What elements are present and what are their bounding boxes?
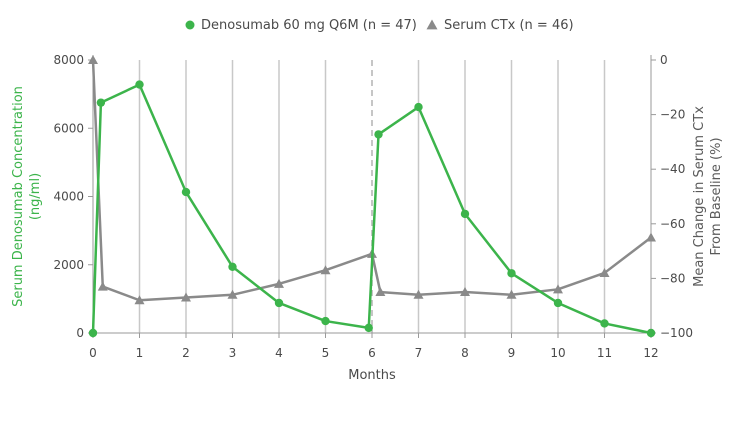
y-axis-left-title-line: Serum Denosumab Concentration bbox=[11, 86, 26, 307]
ctx-point bbox=[460, 287, 470, 297]
denosumab-point bbox=[88, 328, 98, 338]
legend-denosumab-label: Denosumab 60 mg Q6M (n = 47) bbox=[201, 18, 417, 33]
denosumab-point bbox=[507, 269, 516, 278]
denosumab-point bbox=[274, 298, 284, 308]
y-axis-right-title: Mean Change in Serum CTx From Baseline (%… bbox=[692, 106, 724, 287]
x-tick-label: 7 bbox=[415, 346, 423, 360]
legend-ctx-marker bbox=[426, 19, 438, 30]
ctx-point bbox=[134, 295, 145, 305]
y-left-tick-label: 2000 bbox=[53, 258, 84, 272]
y-right-tick-label: −40 bbox=[660, 162, 685, 176]
y-axis-left-title: Serum Denosumab Concentration (ng/ml) bbox=[11, 86, 43, 307]
denosumab-point bbox=[414, 102, 423, 112]
denosumab-point bbox=[96, 98, 106, 107]
denosumab-point bbox=[228, 262, 237, 271]
x-tick-label: 12 bbox=[643, 346, 658, 360]
ctx-point bbox=[227, 289, 238, 299]
x-tick-label: 9 bbox=[508, 346, 516, 360]
x-tick-label: 8 bbox=[461, 346, 469, 360]
y-right-tick-label: 0 bbox=[660, 53, 668, 67]
x-tick-label: 5 bbox=[322, 346, 330, 360]
y-right-tick-label: −60 bbox=[660, 217, 685, 231]
ctx-point bbox=[646, 232, 656, 242]
y-left-tick-label: 8000 bbox=[53, 53, 84, 67]
ctx-point bbox=[320, 265, 331, 275]
ctx-point bbox=[181, 292, 191, 302]
x-tick-label: 1 bbox=[136, 346, 144, 360]
ctx-point bbox=[599, 267, 610, 277]
denosumab-point bbox=[600, 319, 609, 328]
x-tick-label: 10 bbox=[550, 346, 565, 360]
series-denosumab bbox=[88, 80, 656, 338]
denosumab-point bbox=[374, 130, 383, 139]
legend-ctx-label: Serum CTx (n = 46) bbox=[444, 18, 574, 33]
x-tick-label: 3 bbox=[229, 346, 237, 360]
y-axis-right-title-line: Mean Change in Serum CTx bbox=[692, 106, 707, 287]
y-left-tick-label: 0 bbox=[76, 326, 84, 340]
ctx-point bbox=[375, 287, 386, 297]
y-right-tick-label: −100 bbox=[660, 326, 693, 340]
denosumab-point bbox=[460, 209, 470, 219]
denosumab-point bbox=[646, 328, 656, 338]
ctx-point bbox=[88, 55, 98, 64]
series-layer bbox=[88, 55, 656, 338]
y-left-tick-label: 6000 bbox=[53, 121, 84, 135]
x-axis-title: Months bbox=[348, 368, 396, 383]
y-right-tick-label: −80 bbox=[660, 271, 685, 285]
ctx-point bbox=[553, 284, 563, 294]
x-tick-label: 4 bbox=[275, 346, 283, 360]
legend: Denosumab 60 mg Q6M (n = 47) Serum CTx (n… bbox=[185, 18, 574, 33]
y-right-tick-label: −20 bbox=[660, 108, 685, 122]
y-axis-left-title-line: (ng/ml) bbox=[28, 173, 43, 220]
y-left-tick-label: 4000 bbox=[53, 190, 84, 204]
legend-denosumab-marker bbox=[185, 20, 195, 30]
x-tick-label: 11 bbox=[597, 346, 612, 360]
denosumab-point bbox=[321, 316, 330, 326]
x-tick-label: 0 bbox=[89, 346, 97, 360]
denosumab-point bbox=[135, 80, 144, 89]
ctx-point bbox=[413, 289, 424, 299]
ctx-point bbox=[274, 278, 284, 288]
ctx-point bbox=[97, 281, 108, 291]
x-tick-label: 2 bbox=[182, 346, 190, 360]
y-axis-right-title-line: From Baseline (%) bbox=[709, 137, 724, 255]
denosumab-point bbox=[364, 323, 373, 333]
ctx-point bbox=[506, 289, 517, 299]
x-tick-label: 6 bbox=[368, 346, 376, 360]
denosumab-point bbox=[181, 187, 191, 197]
denosumab-point bbox=[553, 298, 563, 308]
